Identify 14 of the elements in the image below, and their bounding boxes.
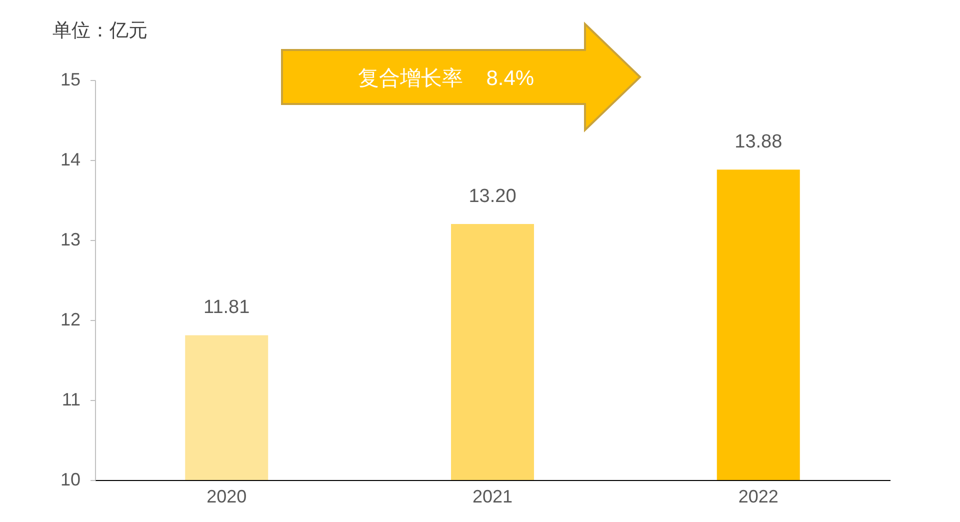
annotation: 复合增长率 8.4% <box>358 67 534 90</box>
x-tick-label: 2022 <box>738 486 778 506</box>
y-tick-label: 12 <box>60 310 80 330</box>
data-label: 11.81 <box>204 297 250 318</box>
y-tick-label: 14 <box>60 150 80 170</box>
y-tick-label: 10 <box>60 470 80 490</box>
y-tick-label: 15 <box>60 70 80 90</box>
data-label: 13.20 <box>468 186 516 207</box>
y-tick-label: 13 <box>60 230 80 250</box>
y-axis-title: 单位：亿元 <box>52 20 148 42</box>
y-tick-label: 11 <box>62 390 80 410</box>
data-label: 13.88 <box>734 132 782 153</box>
x-tick-label: 2021 <box>472 486 513 506</box>
x-tick-label: 2020 <box>206 486 247 506</box>
